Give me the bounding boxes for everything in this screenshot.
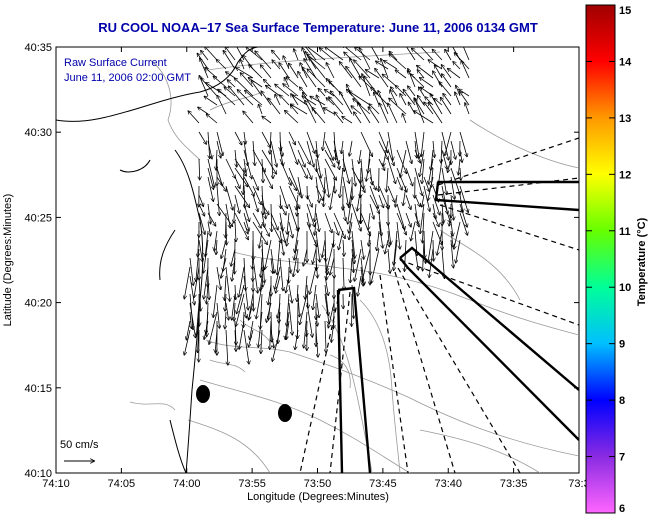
colorbar-label: Temperature (°C)	[636, 217, 648, 306]
overlay-line-2: June 11, 2006 02:00 GMT	[64, 72, 191, 84]
colorbar-tick-label: 6	[619, 503, 625, 515]
x-tick-label: 73:55	[238, 478, 266, 490]
colorbar: 15 14 13 12 11 10 9 8 7 6 Temperature (°C)	[586, 5, 648, 515]
y-tick-label: 40:10	[24, 468, 52, 480]
y-tick-label: 40:30	[24, 127, 52, 139]
x-tick-label: 74:00	[173, 478, 201, 490]
colorbar-tick-label: 13	[619, 113, 631, 125]
y-tick-label: 40:25	[24, 212, 52, 224]
colorbar-tick-label: 8	[619, 395, 625, 407]
y-tick-label: 40:35	[24, 42, 52, 54]
colorbar-tick-label: 11	[619, 226, 631, 238]
colorbar-tick-label: 12	[619, 169, 631, 181]
x-tick-label: 73:45	[369, 478, 397, 490]
colorbar-gradient	[586, 5, 615, 513]
x-tick-label: 73:35	[500, 478, 528, 490]
colorbar-tick-label: 9	[619, 339, 625, 351]
radar-site-marker	[278, 404, 292, 422]
radar-site-marker	[196, 385, 210, 403]
x-tick-label: 74:05	[108, 478, 136, 490]
x-tick-label: 73:40	[434, 478, 462, 490]
figure-title: RU COOL NOAA–17 Sea Surface Temperature:…	[98, 20, 538, 35]
colorbar-tick-label: 10	[619, 282, 631, 294]
scale-label: 50 cm/s	[60, 439, 99, 451]
plot-frame	[56, 47, 579, 473]
colorbar-tick-label: 14	[619, 56, 632, 68]
y-tick-label: 40:20	[24, 298, 52, 310]
colorbar-tick-label: 7	[619, 452, 625, 464]
y-tick-label: 40:15	[24, 383, 52, 395]
current-vector	[253, 285, 254, 311]
y-axis-label: Latitude (Degrees:Minutes)	[2, 194, 14, 327]
current-vector	[334, 231, 335, 247]
overlay-line-1: Raw Surface Current	[64, 57, 167, 69]
colorbar-tick-label: 15	[619, 5, 631, 17]
x-axis-label: Longitude (Degrees:Minutes)	[247, 491, 389, 503]
x-tick-label: 73:50	[304, 478, 332, 490]
